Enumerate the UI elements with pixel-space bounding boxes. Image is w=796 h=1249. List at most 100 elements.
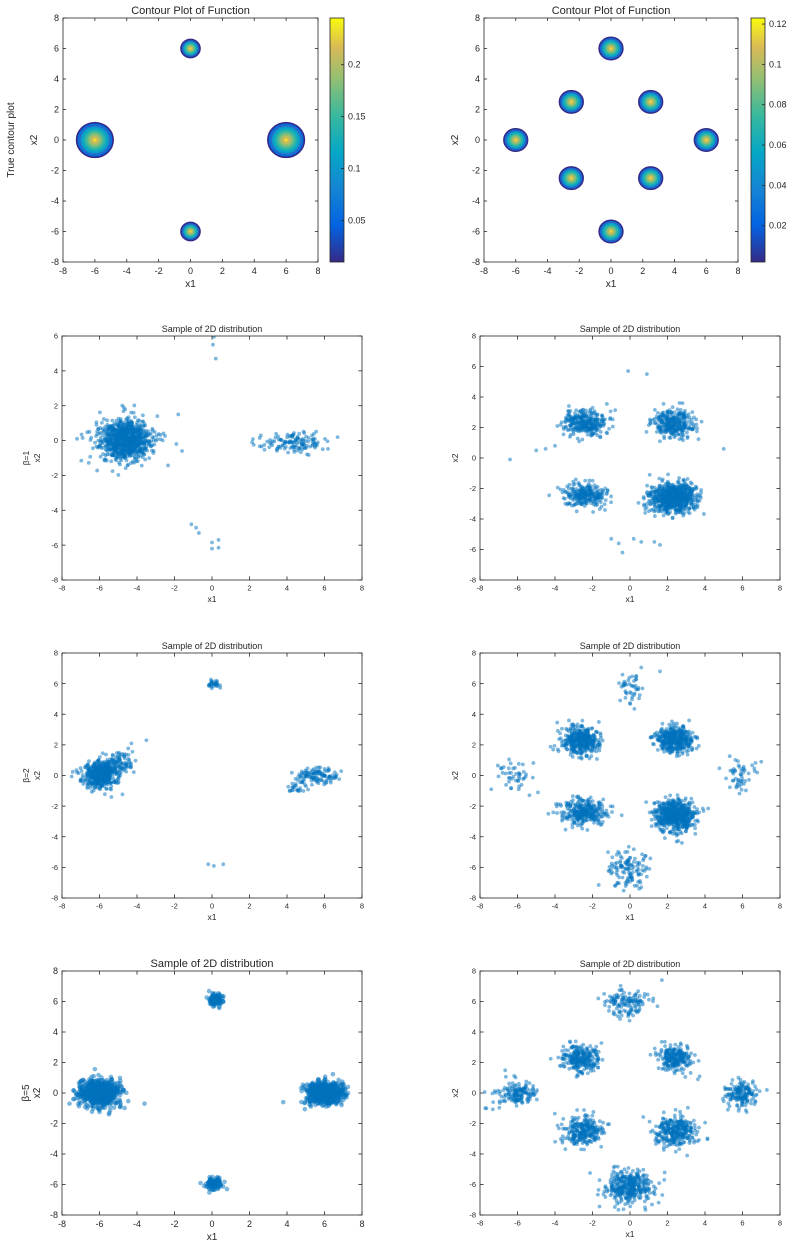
scatter-point xyxy=(669,410,674,415)
scatter-point xyxy=(322,773,327,778)
scatter-point xyxy=(602,502,607,507)
scatter-point xyxy=(580,437,585,442)
scatter-point xyxy=(582,726,586,731)
scatter-point xyxy=(107,447,112,452)
scatter-point xyxy=(662,436,667,441)
scatter-point xyxy=(590,811,594,816)
scatter-point xyxy=(118,462,122,467)
scatter-point xyxy=(665,417,669,422)
scatter-point xyxy=(642,496,646,501)
scatter-point xyxy=(102,759,107,764)
scatter-point xyxy=(694,486,699,491)
scatter-point xyxy=(699,490,703,495)
x-tick-label: 6 xyxy=(322,902,326,911)
scatter-point xyxy=(579,415,583,420)
scatter-point xyxy=(115,769,120,774)
scatter-point xyxy=(600,417,605,422)
y-tick-label: 0 xyxy=(54,436,58,445)
scatter-point xyxy=(684,749,689,754)
scatter-point xyxy=(305,766,310,771)
y-tick-label: 8 xyxy=(472,332,476,341)
scatter-point xyxy=(683,408,687,413)
scatter-point xyxy=(677,508,681,512)
scatter-point xyxy=(138,441,143,446)
scatter-point xyxy=(114,755,118,759)
scatter-point xyxy=(598,430,603,434)
contour-blob xyxy=(503,127,529,153)
scatter-point xyxy=(643,511,648,515)
scatter-point xyxy=(674,429,679,434)
scatter-point xyxy=(101,417,106,421)
scatter-point xyxy=(130,749,135,754)
scatter-point xyxy=(251,437,255,442)
scatter-point xyxy=(668,734,673,739)
scatter-point xyxy=(563,827,568,832)
scatter-point xyxy=(257,444,262,449)
scatter-point xyxy=(147,456,152,461)
y-axis-label: x2 xyxy=(29,134,40,145)
scatter-point xyxy=(508,457,512,462)
scatter-point xyxy=(687,485,692,490)
x-tick-label: -4 xyxy=(552,584,559,593)
scatter-point xyxy=(579,750,584,755)
scatter-point xyxy=(151,451,156,455)
scatter-point xyxy=(591,510,595,514)
y-tick-label: -8 xyxy=(472,257,480,267)
scatter-point xyxy=(102,792,107,797)
scatter-point xyxy=(310,782,314,787)
colorbar-tick-label: 0.08 xyxy=(769,100,787,110)
scatter-point xyxy=(586,733,591,737)
scatter-point xyxy=(556,749,561,754)
y-tick-label: 0 xyxy=(54,135,59,145)
scatter-point xyxy=(681,482,686,487)
scatter-point xyxy=(665,749,670,754)
data-layer xyxy=(489,665,764,893)
scatter-point xyxy=(110,418,115,423)
x-tick-label: 6 xyxy=(740,584,744,593)
scatter-point xyxy=(555,424,560,428)
scatter-point xyxy=(609,500,613,505)
scatter-point xyxy=(211,336,216,339)
scatter-point xyxy=(561,432,566,437)
scatter-point xyxy=(597,498,602,503)
scatter-point xyxy=(140,419,145,424)
y-tick-label: 6 xyxy=(54,44,59,54)
scatter-point xyxy=(292,440,297,445)
scatter-point xyxy=(128,454,133,458)
scatter-point xyxy=(693,502,698,507)
scatter-point xyxy=(596,738,601,743)
scatter-point xyxy=(312,772,316,776)
x-tick-label: 0 xyxy=(628,584,632,593)
scatter-point xyxy=(560,726,564,731)
scatter-point xyxy=(115,762,119,767)
scatter-point xyxy=(98,773,103,778)
scatter-point xyxy=(570,794,575,799)
x-tick-label: 4 xyxy=(703,584,707,593)
scatter-point xyxy=(603,486,608,491)
scatter-point xyxy=(660,726,664,731)
scatter-point xyxy=(565,484,570,489)
contour-ring xyxy=(640,168,661,188)
scatter-point xyxy=(672,435,677,439)
scatter-point xyxy=(133,448,138,453)
y-axis-label: x2 xyxy=(450,453,460,462)
scatter-point xyxy=(144,429,148,433)
scatter-point xyxy=(318,765,323,770)
scatter-point xyxy=(663,430,668,434)
scatter-point xyxy=(600,738,605,743)
contour-blob xyxy=(180,38,201,59)
colorbar-gradient xyxy=(750,17,766,263)
y-tick-label: 0 xyxy=(475,135,480,145)
scatter-point xyxy=(120,761,125,766)
scatter-point xyxy=(652,733,657,737)
scatter-point xyxy=(579,484,583,489)
scatter-point xyxy=(119,427,124,432)
scatter-point xyxy=(558,422,563,427)
scatter-point xyxy=(571,741,575,746)
scatter-point xyxy=(679,436,684,441)
scatter-point xyxy=(604,402,609,406)
scatter-point xyxy=(308,444,313,449)
scatter-point xyxy=(334,772,339,777)
scatter-point xyxy=(597,748,602,753)
